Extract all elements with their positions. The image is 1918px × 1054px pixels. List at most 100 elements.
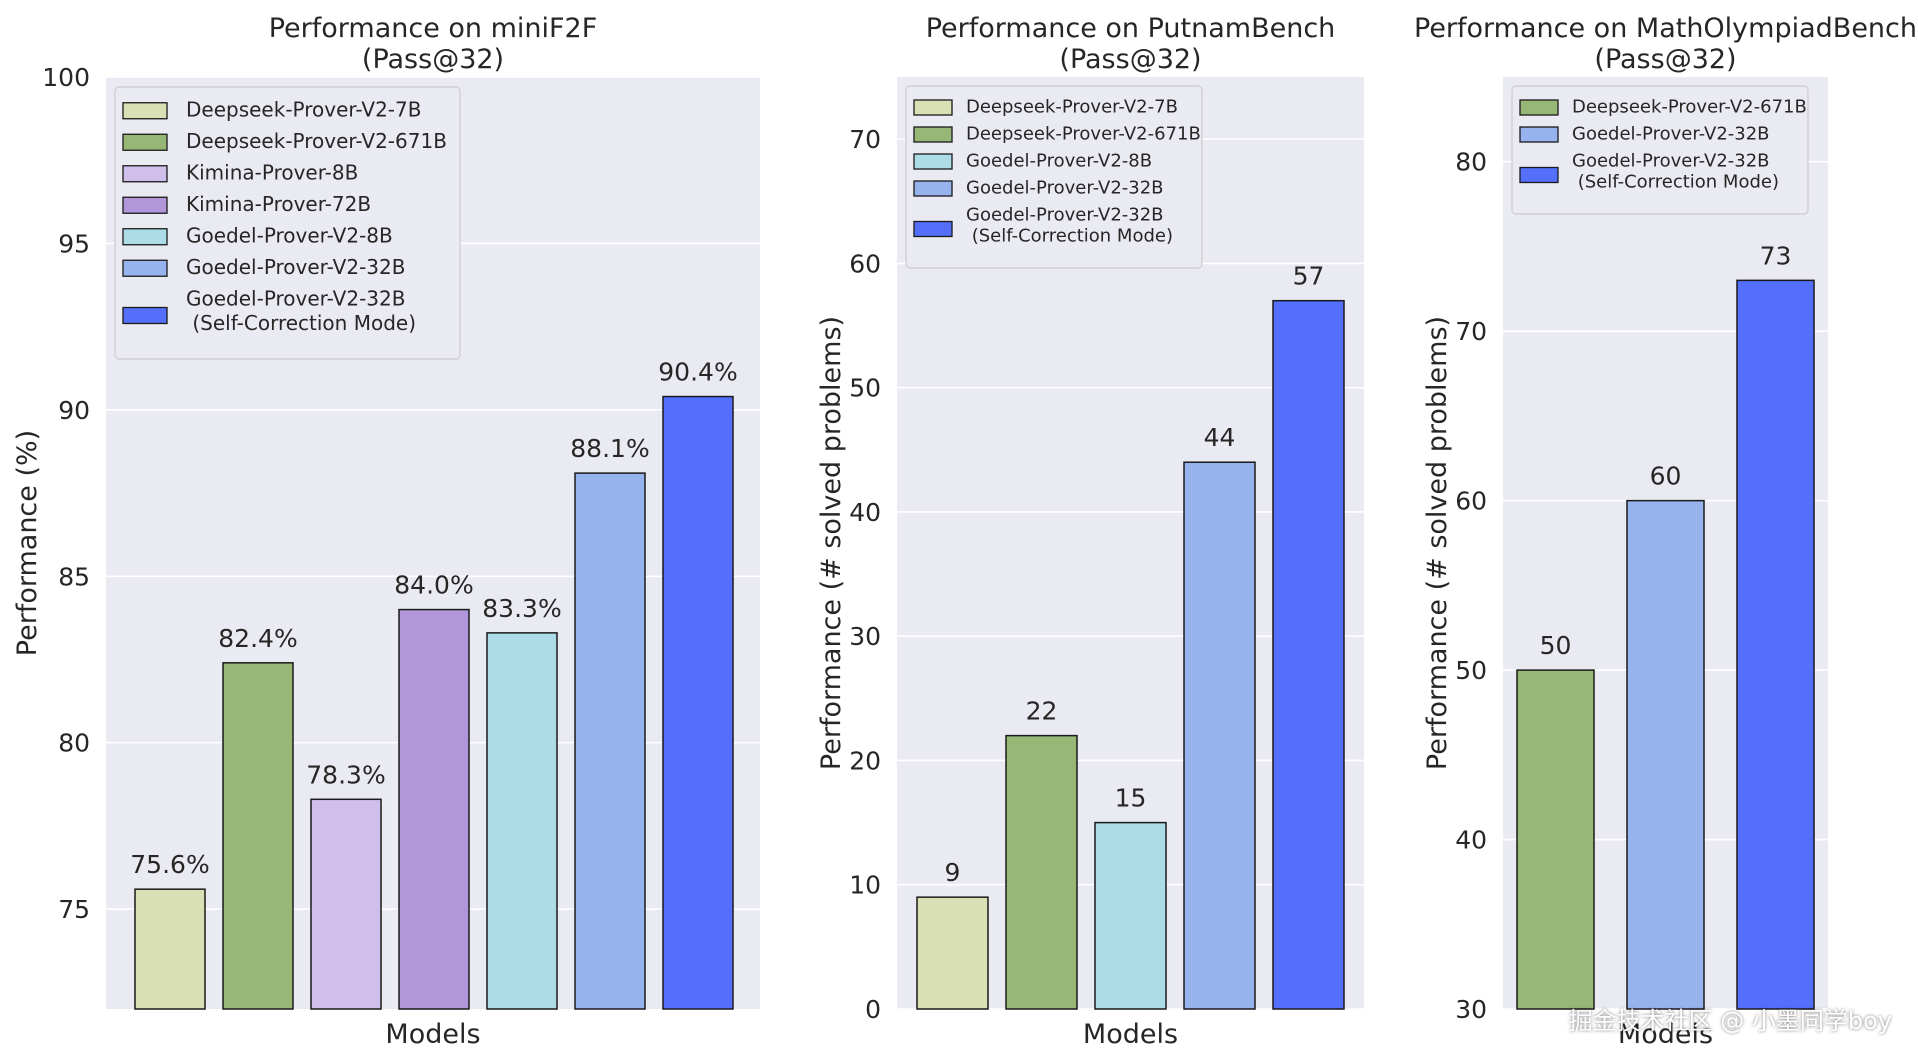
bar-value-label: 15 (1115, 784, 1147, 813)
legend: Deepseek-Prover-V2-7B Deepseek-Prover-V2-… (905, 85, 1203, 269)
bar (662, 395, 734, 1010)
bar-value-label: 73 (1760, 241, 1792, 270)
y-tick-label: 70 (1455, 317, 1487, 346)
bar (486, 632, 558, 1010)
chart-title: (Pass@32) (362, 44, 504, 75)
legend-frame (905, 85, 1203, 269)
legend: Deepseek-Prover-V2-671B Goedel-Prover-V2-… (1511, 85, 1809, 215)
y-tick-label: 50 (849, 374, 881, 403)
legend-swatch (913, 126, 953, 143)
legend-entry: Goedel-Prover-V2-32B (966, 177, 1164, 198)
bar (222, 662, 294, 1010)
x-axis-label: Models (385, 1019, 480, 1050)
bar (1516, 669, 1595, 1010)
bar-value-label: 75.6% (130, 850, 209, 879)
legend-entry: Goedel-Prover-V2-32B (1572, 123, 1770, 144)
bar (1183, 461, 1256, 1010)
chart-title: Performance on miniF2F (269, 13, 598, 44)
bar-value-label: 82.4% (218, 624, 297, 653)
legend-entry: Goedel-Prover-V2-8B (186, 223, 393, 247)
bar-value-label: 57 (1293, 262, 1325, 291)
legend-swatch (1519, 166, 1559, 184)
y-tick-label: 0 (865, 995, 881, 1024)
bar (1736, 279, 1815, 1010)
bar-value-label: 9 (945, 858, 961, 887)
y-tick-label: 95 (58, 229, 90, 258)
chart-panel-3: 30 40 50 60 70 80 Performance on MathOlympiadB… (1414, 13, 1917, 1050)
y-tick-label: 90 (58, 396, 90, 425)
bar-value-label: 78.3% (306, 760, 385, 789)
legend-swatch (1519, 126, 1559, 143)
bar-value-label: 44 (1204, 423, 1236, 452)
chart-title: (Pass@32) (1594, 44, 1736, 75)
legend-entry: Deepseek-Prover-V2-671B (1572, 96, 1807, 117)
bar (398, 608, 470, 1010)
y-tick-label: 75 (58, 895, 90, 924)
y-tick-label: 50 (1455, 656, 1487, 685)
legend: Deepseek-Prover-V2-7B Deepseek-Prover-V2-… (114, 86, 461, 360)
legend-entry: Deepseek-Prover-V2-7B (186, 97, 421, 121)
legend-swatch (122, 306, 168, 325)
legend-entry: Goedel-Prover-V2-32B (Self-Correction Mo… (1572, 150, 1779, 192)
bar (1626, 499, 1705, 1010)
bar (310, 798, 382, 1010)
bar-value-label: 22 (1026, 697, 1058, 726)
x-axis-label: Models (1083, 1019, 1178, 1050)
bar-value-label: 83.3% (482, 594, 561, 623)
chart-title: Performance on PutnamBench (926, 13, 1336, 44)
bar (1272, 299, 1345, 1010)
y-tick-label: 40 (849, 498, 881, 527)
legend-swatch (913, 153, 953, 170)
legend-swatch (1519, 99, 1559, 116)
watermark-text: 掘金技术社区 @ 小墨同学boy (1568, 1007, 1892, 1035)
legend-frame (1511, 85, 1809, 215)
chart-title: (Pass@32) (1059, 44, 1201, 75)
legend-entry: Goedel-Prover-V2-32B (186, 255, 405, 279)
legend-swatch (913, 220, 953, 238)
y-tick-label: 70 (849, 125, 881, 154)
bar (1005, 734, 1078, 1010)
y-tick-label: 85 (58, 562, 90, 591)
y-tick-label: 100 (42, 63, 90, 92)
y-tick-label: 80 (58, 729, 90, 758)
chart-panel-2: 0 10 20 30 40 50 60 70 Performance on PutnamBenc… (816, 13, 1364, 1050)
y-tick-label: 40 (1455, 826, 1487, 855)
legend-entry: Goedel-Prover-V2-8B (966, 150, 1152, 171)
legend-swatch (122, 228, 168, 246)
legend-entry: Goedel-Prover-V2-32B (Self-Correction Mo… (966, 204, 1173, 246)
legend-entry: Goedel-Prover-V2-32B (Self-Correction Mo… (186, 286, 416, 335)
legend-entry: Deepseek-Prover-V2-671B (966, 123, 1201, 144)
legend-swatch (913, 99, 953, 116)
legend-entry: Deepseek-Prover-V2-671B (186, 129, 447, 153)
legend-entry: Kimina-Prover-8B (186, 160, 358, 184)
y-tick-label: 10 (849, 871, 881, 900)
y-tick-label: 60 (1455, 487, 1487, 516)
legend-entry: Deepseek-Prover-V2-7B (966, 96, 1178, 117)
legend-frame (114, 86, 461, 360)
legend-entry: Kimina-Prover-72B (186, 192, 371, 216)
legend-swatch (913, 180, 953, 197)
y-axis-label: Performance (%) (12, 430, 43, 656)
y-axis-label: Performance (# solved problems) (816, 316, 847, 770)
chart-panel-1: 75 80 85 90 95 100 Performance on miniF2F(Pass… (12, 13, 760, 1050)
y-tick-label: 20 (849, 746, 881, 775)
bar-value-label: 90.4% (658, 358, 737, 387)
bar (916, 896, 989, 1010)
legend-swatch (122, 102, 168, 120)
bar (134, 888, 206, 1010)
chart-title: Performance on MathOlympiadBench (1414, 13, 1917, 44)
y-tick-label: 60 (849, 249, 881, 278)
bar-value-label: 50 (1540, 631, 1572, 660)
y-tick-label: 30 (1455, 995, 1487, 1024)
y-tick-label: 30 (849, 622, 881, 651)
y-axis-label: Performance (# solved problems) (1422, 316, 1453, 770)
bar-value-label: 88.1% (570, 434, 649, 463)
bar (574, 472, 646, 1010)
bar-value-label: 84.0% (394, 571, 473, 600)
legend-swatch (122, 259, 168, 277)
legend-swatch (122, 196, 168, 214)
bar (1094, 821, 1167, 1010)
bar-value-label: 60 (1650, 462, 1682, 491)
y-tick-label: 80 (1455, 148, 1487, 177)
